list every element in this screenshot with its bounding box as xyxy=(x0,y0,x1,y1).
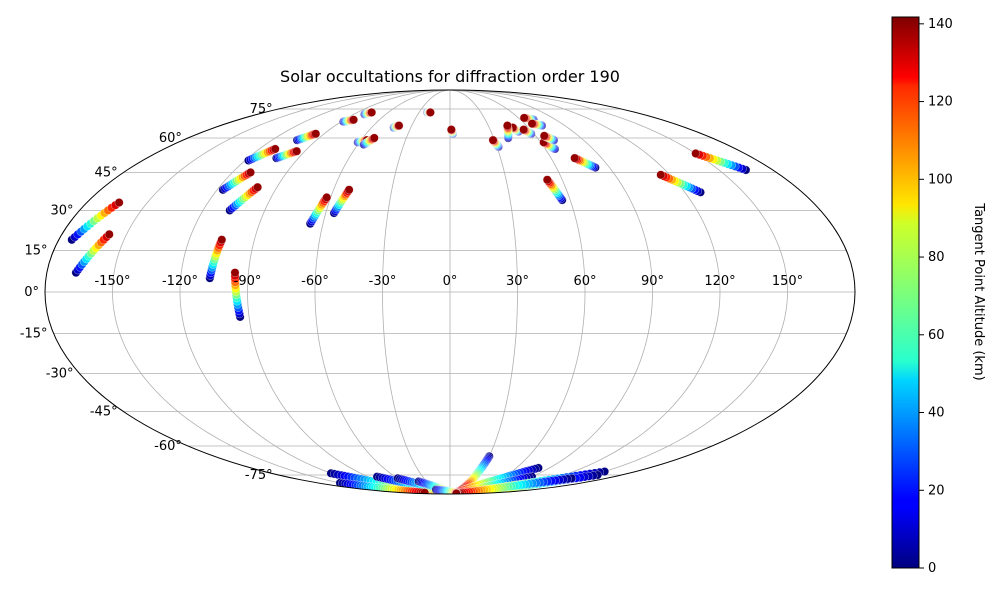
longitude-tick-label: -90° xyxy=(234,274,262,289)
colorbar-tick-label: 60 xyxy=(928,328,945,343)
colorbar: 0 20 40 60 80 100 120 140 Tangent Point Altitud… xyxy=(891,16,986,576)
track-point xyxy=(253,182,262,192)
latitude-tick-label: -45° xyxy=(90,405,118,420)
track-point xyxy=(570,153,580,163)
track-point xyxy=(246,168,255,177)
latitude-tick-label: 75° xyxy=(250,102,273,117)
track-point xyxy=(322,193,332,202)
track-point xyxy=(270,144,280,154)
latitude-tick-label: -75° xyxy=(245,468,273,483)
colorbar-label: Tangent Point Altitude (km) xyxy=(971,202,986,380)
latitude-tick-label: -15° xyxy=(20,326,48,341)
colorbar-tick-label: 120 xyxy=(928,95,953,110)
track-point xyxy=(394,121,404,130)
longitude-tick-label: -120° xyxy=(162,274,198,289)
colorbar-tick-label: 80 xyxy=(928,250,945,265)
colorbar-tick-label: 140 xyxy=(928,17,953,32)
colorbar-ticks: 0 20 40 60 80 100 120 140 xyxy=(919,17,953,576)
longitude-tick-label: -60° xyxy=(301,274,329,289)
track-point xyxy=(503,121,512,130)
colorbar-tick-label: 40 xyxy=(928,406,945,421)
latitude-tick-label: -30° xyxy=(46,367,74,382)
track-point xyxy=(426,108,435,117)
graticule xyxy=(45,90,855,494)
track-point xyxy=(292,146,302,156)
track-point xyxy=(539,131,549,141)
track-point xyxy=(349,115,358,125)
track-point xyxy=(519,113,529,123)
latitude-tick-labels: 75° 60° 45° 30° 15° 0° -15° -30° -45° -60° -75° xyxy=(20,102,273,483)
track-point xyxy=(527,119,537,128)
track-point xyxy=(344,185,354,195)
track-point xyxy=(217,235,227,245)
longitude-tick-labels: -150° -120° -90° -60° -30° 0° 30° 60° 90° 120° 150… xyxy=(94,274,803,289)
chart-title: Solar occultations for diffraction order… xyxy=(280,67,620,86)
track-point xyxy=(656,170,666,180)
colorbar-tick-label: 20 xyxy=(928,483,945,498)
latitude-tick-label: 0° xyxy=(24,285,39,300)
map-panel: -150° -120° -90° -60° -30° 0° 30° 60° 90° 120° 150… xyxy=(20,89,856,495)
track-point xyxy=(367,108,377,117)
longitude-tick-label: -30° xyxy=(369,274,397,289)
track-point xyxy=(691,149,701,158)
longitude-tick-label: 90° xyxy=(641,274,664,289)
longitude-tick-label: 30° xyxy=(506,274,529,289)
track-point xyxy=(104,230,114,239)
latitude-tick-label: 45° xyxy=(95,165,118,180)
track-point xyxy=(311,129,321,139)
latitude-tick-label: 30° xyxy=(50,203,73,218)
track-point xyxy=(519,125,528,134)
colorbar-tick-label: 0 xyxy=(928,561,936,576)
track-point xyxy=(230,268,240,277)
track-point xyxy=(114,198,124,207)
colorbar-tick-label: 100 xyxy=(928,172,953,187)
latitude-tick-label: 15° xyxy=(25,244,48,259)
longitude-tick-label: 150° xyxy=(772,274,803,289)
longitude-tick-label: 60° xyxy=(573,274,596,289)
map-border xyxy=(44,89,856,495)
track-point xyxy=(488,135,498,145)
longitude-tick-label: 0° xyxy=(443,274,458,289)
latitude-tick-label: 60° xyxy=(159,131,182,146)
colorbar-gradient xyxy=(891,16,920,569)
latitude-tick-label: -60° xyxy=(154,439,182,454)
longitude-tick-label: 120° xyxy=(704,274,735,289)
track-point xyxy=(446,125,456,134)
scatter-points xyxy=(67,108,751,494)
longitude-tick-label: -150° xyxy=(94,274,130,289)
track-point xyxy=(542,175,552,185)
track-point xyxy=(420,488,429,494)
track-point xyxy=(369,133,379,143)
